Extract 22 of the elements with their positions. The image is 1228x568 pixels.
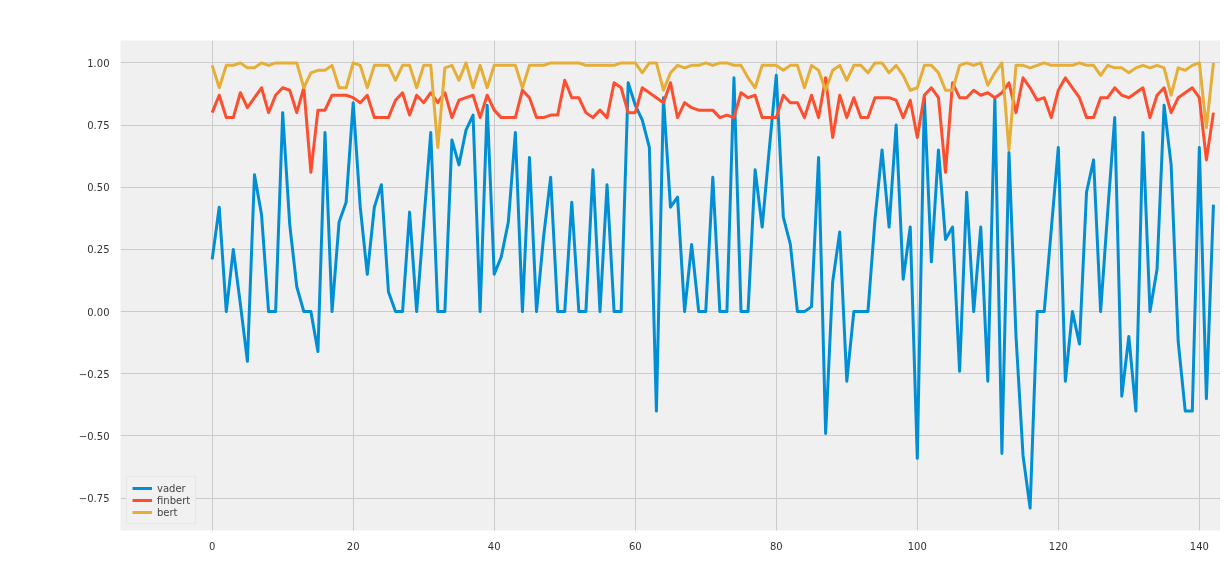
x-tick-label: 20: [346, 540, 360, 552]
x-tick-label: 100: [907, 540, 927, 552]
y-tick-label: −0.25: [78, 368, 110, 380]
y-tick-label: −0.50: [78, 430, 110, 442]
x-tick-label: 80: [769, 540, 783, 552]
line-series: [210, 61, 1215, 152]
x-tick-label: 0: [208, 540, 216, 552]
x-tick-label: 140: [1189, 540, 1209, 552]
legend-label: bert: [157, 506, 178, 518]
line-series: [210, 73, 1215, 510]
y-tick-label: 0.50: [87, 182, 110, 194]
y-tick-label: −0.75: [78, 493, 110, 505]
y-tick-label: 0.25: [87, 244, 110, 256]
x-tick-label: 40: [487, 540, 501, 552]
legend-label: vader: [157, 482, 186, 494]
x-tick-label: 60: [628, 540, 642, 552]
x-tick-label: 120: [1048, 540, 1068, 552]
legend-label: finbert: [157, 494, 191, 506]
y-tick-label: 1.00: [87, 57, 110, 69]
line-series: [210, 76, 1215, 174]
y-tick-label: 0.75: [87, 120, 110, 132]
y-tick-label: 0.00: [87, 306, 110, 318]
